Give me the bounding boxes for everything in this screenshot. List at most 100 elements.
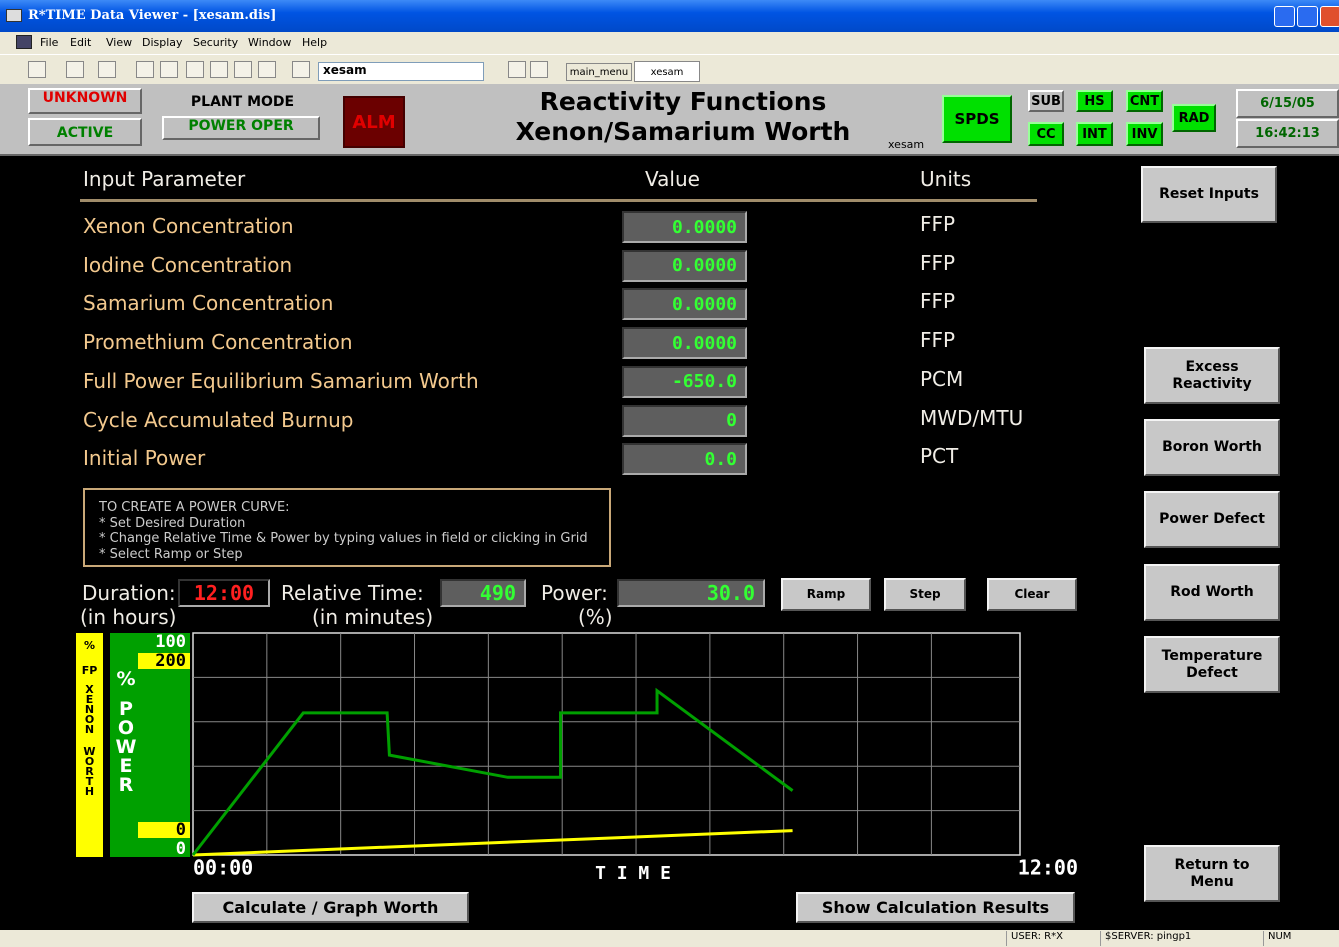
toolbar-icon[interactable] [292, 61, 310, 78]
value-field[interactable]: 0.0 [622, 443, 747, 476]
app-icon [6, 9, 22, 22]
power-axis-label: POWER [115, 698, 137, 793]
indicator[interactable]: INT [1076, 122, 1113, 146]
step-button[interactable]: Step [884, 578, 966, 611]
screen-title: Xenon/Samarium Worth [515, 117, 851, 146]
side-button[interactable]: Boron Worth [1144, 419, 1280, 476]
value-field[interactable]: -650.0 [622, 365, 747, 398]
xenon-axis-label: WORTH [83, 745, 96, 795]
label: Duration: [82, 581, 176, 605]
doc-icon [16, 35, 32, 49]
spds-indicator[interactable]: SPDS [942, 95, 1012, 143]
menu-item[interactable]: Help [302, 36, 328, 49]
xenon-scale-box [138, 822, 190, 838]
side-button[interactable]: Excess Reactivity [1144, 347, 1280, 404]
indicator[interactable]: HS [1076, 90, 1113, 112]
side-button[interactable]: Power Defect [1144, 491, 1280, 548]
results-button[interactable]: Show Calculation Results [796, 892, 1075, 923]
toolbar-icon[interactable] [234, 61, 252, 78]
plot-area[interactable] [192, 632, 1021, 856]
screen-title: Reactivity Functions [539, 87, 827, 116]
power-tick-label: 0 [176, 839, 186, 859]
side-button[interactable]: Temperature Defect [1144, 636, 1280, 693]
label: (%) [578, 605, 613, 629]
power-field[interactable]: 30.0 [617, 579, 765, 607]
units: FFP [920, 250, 956, 275]
xenon-axis-label: XENON [83, 683, 96, 733]
menu-item[interactable]: Display [142, 36, 183, 49]
side-button[interactable]: Return to Menu [1144, 845, 1280, 902]
x-tick-label: 00:00 [193, 856, 253, 880]
indicator[interactable]: CNT [1126, 90, 1163, 112]
xenon-axis-label: % [83, 639, 96, 652]
toolbar-icon[interactable] [98, 61, 116, 78]
minimize-button[interactable] [1274, 6, 1295, 27]
column-header: Value [645, 167, 700, 191]
power-tick-label: 100 [155, 632, 186, 652]
time-field[interactable]: 490 [440, 579, 526, 607]
menu-item[interactable]: File [40, 36, 59, 49]
toolbar-icon[interactable] [136, 61, 154, 78]
toolbar-icon[interactable] [210, 61, 228, 78]
alarm[interactable]: ALM [343, 96, 405, 148]
menu-item[interactable]: View [106, 36, 133, 49]
parameter-name: Iodine Concentration [83, 252, 293, 277]
duration-field[interactable]: 12:00 [178, 579, 270, 607]
indicator[interactable]: INV [1126, 122, 1163, 146]
plant-mode-label: PLANT MODE [190, 94, 295, 110]
toolbar-icon[interactable] [258, 61, 276, 78]
parameter-name: Full Power Equilibrium Samarium Worth [83, 368, 479, 393]
tab[interactable]: xesam [634, 61, 700, 82]
power-curve [191, 687, 794, 856]
xenon-scale-box [138, 653, 190, 669]
value-field[interactable]: 0.0000 [622, 288, 747, 321]
calculate-button[interactable]: Calculate / Graph Worth [192, 892, 469, 923]
parameter-name: Cycle Accumulated Burnup [83, 407, 354, 432]
value-field[interactable]: 0.0000 [622, 327, 747, 360]
toolbar-icon[interactable] [186, 61, 204, 78]
parameter-name: Initial Power [83, 446, 206, 471]
maximize-button[interactable] [1297, 6, 1318, 27]
instruction-line: * Select Ramp or Step [99, 546, 243, 562]
status: ACTIVE [28, 118, 142, 146]
divider [80, 199, 1037, 202]
side-button[interactable]: Reset Inputs [1141, 166, 1277, 223]
label: (in hours) [80, 605, 177, 629]
value-field[interactable]: 0.0000 [622, 211, 747, 243]
indicator[interactable]: SUB [1028, 90, 1064, 112]
menu-item[interactable]: Window [248, 36, 292, 49]
indicator[interactable]: CC [1028, 122, 1064, 146]
clear-button[interactable]: Clear [987, 578, 1077, 611]
xenon-axis: % FP XENON WORTH [76, 633, 103, 857]
units: PCT [920, 444, 959, 469]
status-field: $SERVER: pingp1 [1100, 931, 1192, 946]
menu-item[interactable]: Security [193, 36, 239, 49]
instruction-line: TO CREATE A POWER CURVE: [99, 500, 290, 515]
tab[interactable]: main_menu [566, 63, 632, 81]
toolbar-icon[interactable] [66, 61, 84, 78]
side-button[interactable]: Rod Worth [1144, 564, 1280, 621]
date: 6/15/05 [1236, 89, 1339, 118]
parameter-name: Samarium Concentration [83, 291, 334, 316]
time: 16:42:13 [1236, 119, 1339, 148]
status-field: NUM [1263, 931, 1303, 946]
value-field[interactable]: 0.0000 [622, 249, 747, 282]
menu-item[interactable]: Edit [70, 36, 92, 49]
screen-combo[interactable]: xesam [318, 62, 484, 81]
power-axis-label: % POWER [113, 668, 139, 801]
units: FFP [920, 328, 956, 353]
window-title: R*TIME Data Viewer - [xesam.dis] [28, 8, 277, 23]
column-header: Units [920, 167, 972, 191]
indicator[interactable]: RAD [1172, 104, 1216, 132]
toolbar-icon[interactable] [530, 61, 548, 78]
title-bar [0, 0, 1339, 32]
parameter-name: Promethium Concentration [83, 330, 353, 355]
ramp-button[interactable]: Ramp [781, 578, 871, 611]
toolbar-icon[interactable] [28, 61, 46, 78]
x-axis-label: T I M E [595, 863, 671, 884]
toolbar-icon[interactable] [508, 61, 526, 78]
toolbar-icon[interactable] [160, 61, 178, 78]
menu-bar: File Edit View Display Security Window Help [0, 32, 1339, 54]
close-button[interactable] [1320, 6, 1339, 27]
value-field[interactable]: 0 [622, 404, 747, 437]
